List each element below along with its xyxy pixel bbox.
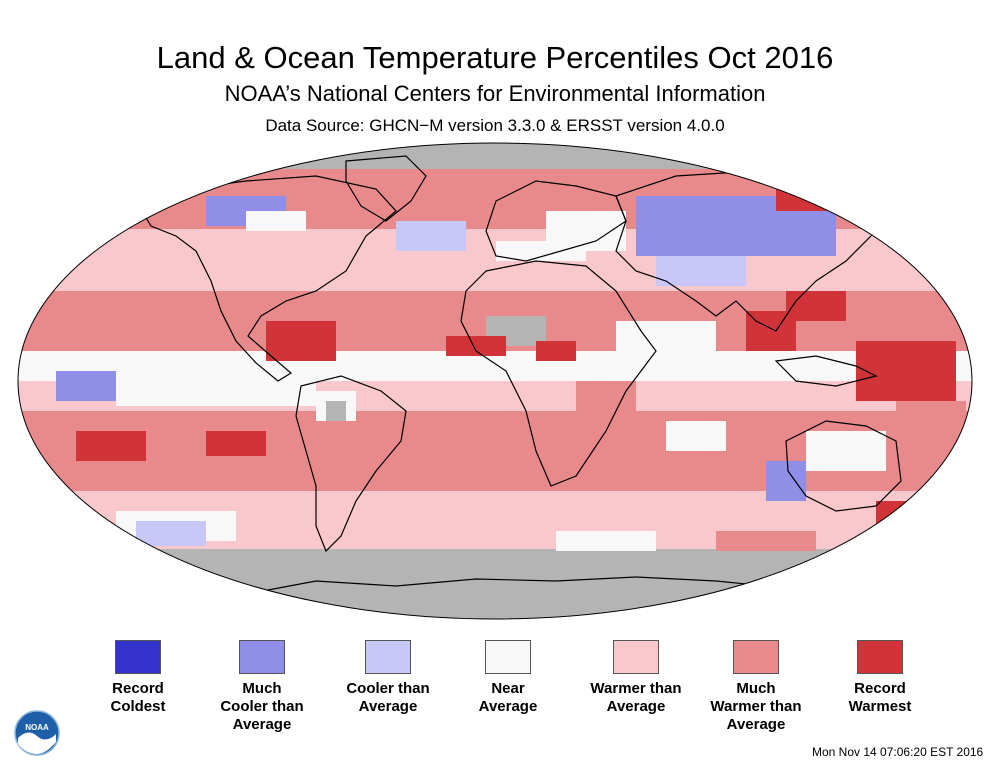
map-title: Land & Ocean Temperature Percentiles Oct…: [156, 40, 834, 75]
australia-outline: [785, 420, 902, 512]
grid-cell: [206, 431, 266, 456]
grid-cell: [776, 181, 856, 211]
grid-cell: [136, 521, 206, 546]
grid-cell: [496, 241, 586, 261]
grid-cell: [656, 256, 746, 286]
grid-cells: [36, 181, 966, 551]
grid-cell: [856, 341, 956, 401]
legend-swatch: [733, 640, 779, 674]
north-america-outline: [135, 175, 397, 382]
legend-label: Near Average: [478, 680, 538, 715]
grid-cell: [766, 461, 806, 501]
grid-cell: [56, 371, 116, 401]
legend-swatch: [239, 640, 285, 674]
legend-item-much-warmer: Much Warmer than Average: [686, 640, 826, 734]
legend-label: Warmer than Average: [590, 680, 682, 715]
grid-cell: [116, 371, 316, 406]
map-subtitle: NOAA’s National Centers for Environmenta…: [224, 81, 766, 106]
grid-cell: [616, 321, 716, 361]
grid-cell: [716, 531, 816, 551]
legend-swatch: [365, 640, 411, 674]
grid-cell: [536, 341, 576, 361]
grid-cell: [896, 401, 966, 431]
legend-item-warmer: Warmer than Average: [566, 640, 706, 716]
south-america-outline: [295, 375, 407, 553]
legend-swatch: [485, 640, 531, 674]
no-data-antarctic: [18, 549, 972, 619]
grid-cell: [446, 336, 506, 356]
legend-label: Much Warmer than Average: [710, 680, 802, 733]
grid-cell: [666, 421, 726, 451]
africa-outline: [460, 260, 657, 487]
grid-cell: [326, 401, 346, 421]
legend-item-cooler: Cooler than Average: [318, 640, 458, 716]
legend-item-near: Near Average: [438, 640, 578, 716]
data-source: Data Source: GHCN−M version 3.3.0 & ERSS…: [265, 116, 725, 135]
grid-cell: [806, 431, 886, 471]
legend-item-much-cooler: Much Cooler than Average: [192, 640, 332, 734]
grid-cell: [876, 501, 926, 526]
globe-border: [17, 142, 973, 620]
greenland-outline: [345, 155, 427, 222]
world-percentile-map: [17, 142, 973, 620]
legend-label: Record Warmest: [848, 680, 912, 715]
grid-cell: [556, 531, 656, 551]
legend-swatch: [613, 640, 659, 674]
legend-label: Record Coldest: [110, 680, 166, 715]
noaa-logo: NOAA: [14, 710, 60, 756]
grid-cell: [746, 311, 796, 351]
grid-cell: [76, 431, 146, 461]
grid-cell: [36, 291, 106, 321]
legend-swatch: [115, 640, 161, 674]
timestamp: Mon Nov 14 07:06:20 EST 2016: [812, 745, 984, 759]
grid-cell: [576, 381, 636, 421]
legend-item-record-warmest: Record Warmest: [810, 640, 950, 716]
grid-cell: [396, 221, 466, 251]
grid-cell: [266, 321, 336, 361]
legend-item-record-coldest: Record Coldest: [68, 640, 208, 716]
europe-outline: [485, 180, 627, 262]
indonesia-outline: [774, 355, 878, 387]
grid-cell: [246, 211, 306, 231]
legend-label: Much Cooler than Average: [220, 680, 304, 733]
no-data-arctic: [18, 143, 972, 169]
logo-text: NOAA: [25, 723, 49, 732]
legend-swatch: [857, 640, 903, 674]
legend-label: Cooler than Average: [346, 680, 430, 715]
